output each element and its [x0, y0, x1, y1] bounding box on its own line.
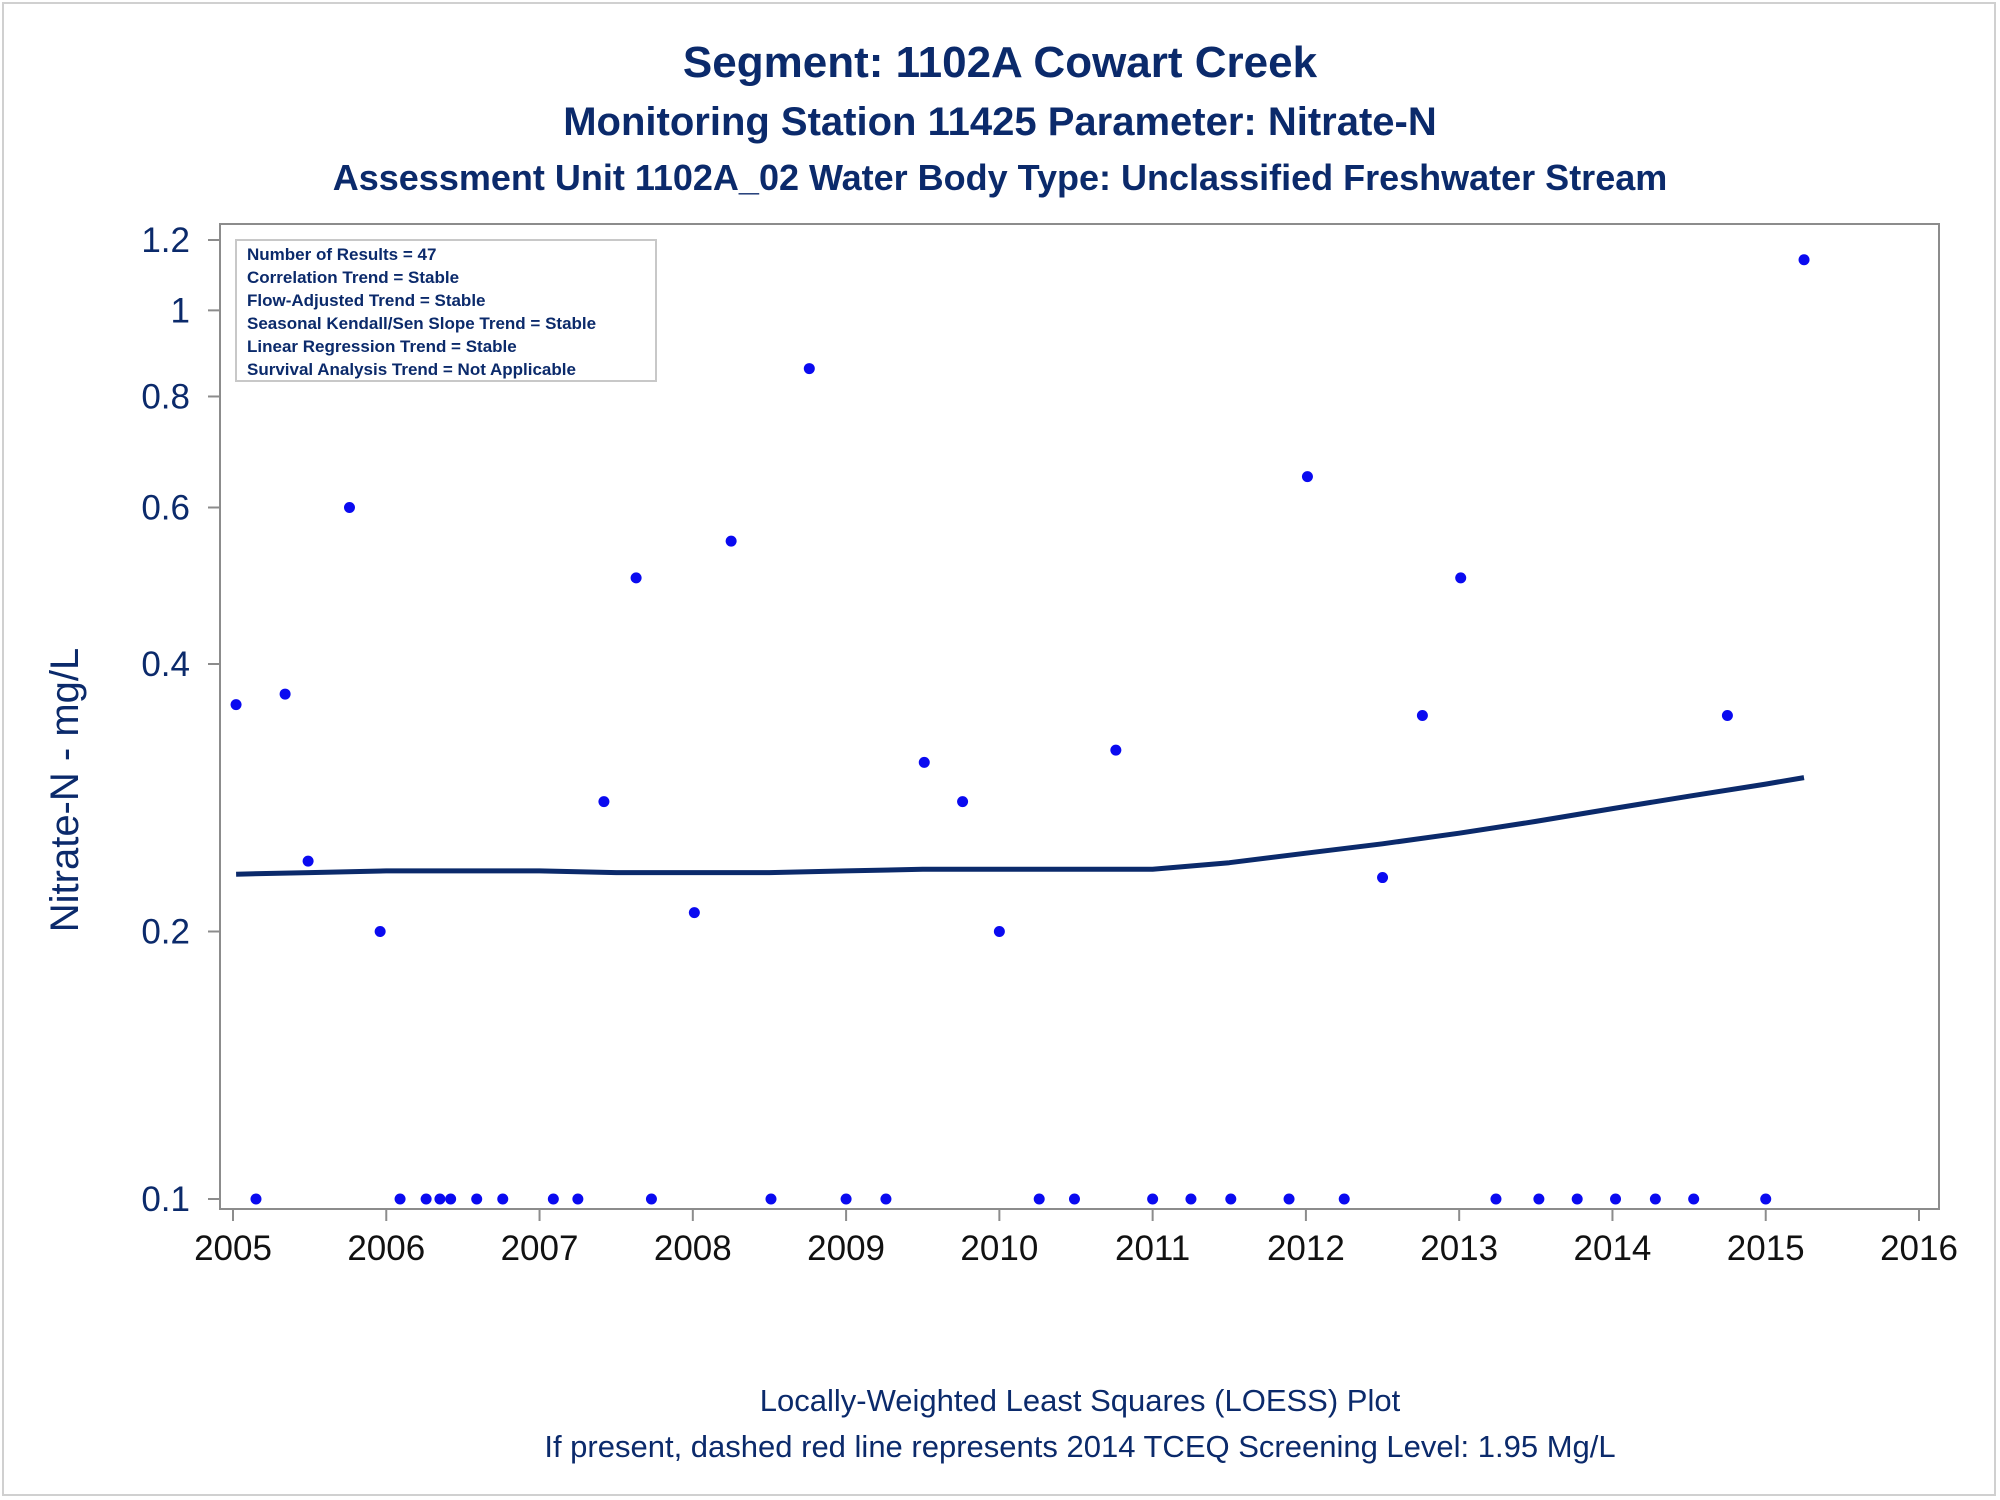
- y-tick-label: 0.8: [141, 377, 190, 416]
- data-point: [1533, 1193, 1545, 1205]
- y-tick-label: 1: [171, 291, 190, 330]
- stats-line: Linear Regression Trend = Stable: [247, 337, 517, 356]
- y-tick-label: 1.2: [141, 221, 190, 260]
- data-point: [1301, 471, 1313, 483]
- y-tick-label: 0.2: [141, 912, 190, 951]
- data-point: [880, 1193, 892, 1205]
- data-point: [1110, 744, 1122, 756]
- x-tick-label: 2011: [1115, 1229, 1190, 1268]
- chart-subtitle-assessment: Assessment Unit 1102A_02 Water Body Type…: [332, 157, 1668, 198]
- stats-box-border: [235, 239, 657, 382]
- data-point: [918, 756, 930, 768]
- stats-box: Number of Results = 47 Correlation Trend …: [235, 239, 657, 382]
- footnote-screening-level: If present, dashed red line represents 2…: [544, 1429, 1616, 1464]
- data-point: [1798, 254, 1810, 266]
- data-point: [1068, 1193, 1080, 1205]
- stats-line: Seasonal Kendall/Sen Slope Trend = Stabl…: [247, 314, 596, 333]
- data-point: [765, 1193, 777, 1205]
- data-point: [250, 1193, 262, 1205]
- data-point: [1377, 872, 1389, 884]
- data-point: [1225, 1193, 1237, 1205]
- data-point: [343, 502, 355, 514]
- data-point: [1571, 1193, 1583, 1205]
- stats-line: Flow-Adjusted Trend = Stable: [247, 291, 486, 310]
- data-point: [1283, 1193, 1295, 1205]
- data-point: [1338, 1193, 1350, 1205]
- y-tick-label: 0.1: [141, 1180, 190, 1219]
- y-axis-label: Nitrate-N - mg/L: [43, 648, 87, 933]
- data-point: [840, 1193, 852, 1205]
- data-point: [420, 1193, 432, 1205]
- stats-line: Survival Analysis Trend = Not Applicable: [247, 360, 576, 379]
- data-point: [645, 1193, 657, 1205]
- data-point: [993, 925, 1005, 937]
- plot-area-border: [219, 223, 1940, 1210]
- data-point: [957, 796, 969, 808]
- data-point: [445, 1193, 457, 1205]
- data-point: [547, 1193, 559, 1205]
- data-point: [630, 572, 642, 584]
- y-tick-label: 0.6: [141, 489, 190, 528]
- data-point: [471, 1193, 483, 1205]
- data-point: [394, 1193, 406, 1205]
- data-point: [572, 1193, 584, 1205]
- points-layer: [230, 254, 1810, 1205]
- data-point: [434, 1193, 446, 1205]
- data-point: [803, 363, 815, 375]
- chart-title: Segment: 1102A Cowart Creek: [682, 38, 1318, 87]
- data-point: [1185, 1193, 1197, 1205]
- stats-line: Correlation Trend = Stable: [247, 268, 459, 287]
- x-tick-label: 2006: [347, 1229, 425, 1268]
- data-point: [230, 699, 242, 711]
- data-point: [1688, 1193, 1700, 1205]
- data-point: [302, 855, 314, 867]
- data-point: [1455, 572, 1467, 584]
- data-point: [725, 535, 737, 547]
- data-point: [1760, 1193, 1772, 1205]
- x-tick-label: 2007: [501, 1229, 579, 1268]
- chart-subtitle-station: Monitoring Station 11425 Parameter: Nitr…: [563, 100, 1437, 144]
- data-point: [1033, 1193, 1045, 1205]
- x-tick-label: 2005: [194, 1229, 272, 1268]
- loess-layer: [236, 775, 1805, 877]
- loess-line: [236, 775, 1805, 877]
- x-tick-label: 2014: [1574, 1229, 1652, 1268]
- data-point: [598, 796, 610, 808]
- axes: 2005 2006 2007 2008 2009 2010 2011 2012 2013 2014…: [141, 221, 1958, 1268]
- x-tick-label: 2016: [1880, 1229, 1958, 1268]
- x-tick-label: 2009: [807, 1229, 885, 1268]
- data-point: [1721, 710, 1733, 722]
- footnote-loess: Locally-Weighted Least Squares (LOESS) P…: [759, 1383, 1401, 1418]
- data-point: [1610, 1193, 1622, 1205]
- data-point: [688, 907, 700, 919]
- data-point: [374, 925, 386, 937]
- x-tick-label: 2008: [654, 1229, 732, 1268]
- x-tick-label: 2010: [960, 1229, 1038, 1268]
- data-point: [1416, 710, 1428, 722]
- data-point: [1490, 1193, 1502, 1205]
- data-point: [1147, 1193, 1159, 1205]
- data-point: [279, 688, 291, 700]
- stats-line: Number of Results = 47: [247, 245, 436, 264]
- x-tick-label: 2012: [1267, 1229, 1345, 1268]
- data-point: [497, 1193, 509, 1205]
- y-tick-label: 0.4: [141, 645, 190, 684]
- data-point: [1649, 1193, 1661, 1205]
- x-tick-label: 2013: [1420, 1229, 1498, 1268]
- x-tick-label: 2015: [1727, 1229, 1805, 1268]
